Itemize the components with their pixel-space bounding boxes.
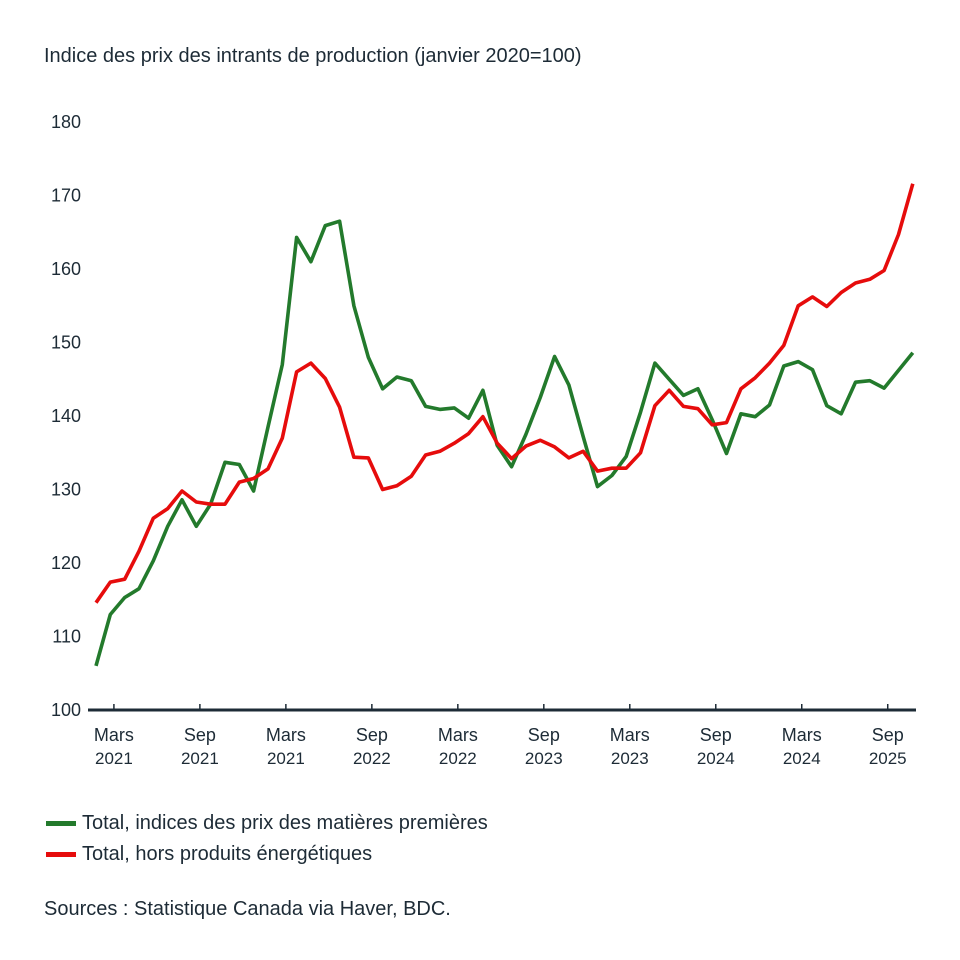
y-axis: 100 110 120 130 140 150 160 170 180 [51,112,81,720]
x-tick-label-month: Sep [528,725,560,745]
y-tick-label: 100 [51,700,81,720]
chart-title: Indice des prix des intrants de producti… [44,45,582,67]
legend: Total, indices des prix des matières pre… [46,808,488,870]
x-tick-label-year: 2021 [181,749,219,768]
x-tick-label-month: Mars [782,725,822,745]
x-tick-label-year: 2022 [439,749,477,768]
x-tick-label-month: Sep [872,725,904,745]
y-tick-label: 150 [51,333,81,353]
legend-item-green: Total, indices des prix des matières pre… [46,808,488,839]
line-chart: 100 110 120 130 140 150 160 170 180 Mars 2021 Sep 2… [51,112,916,768]
x-tick-label-month: Mars [94,725,134,745]
legend-swatch-red [46,852,76,857]
x-tick-label-month: Sep [356,725,388,745]
x-tick-label-month: Mars [266,725,306,745]
source-note: Sources : Statistique Canada via Haver, … [44,898,451,920]
x-tick-label-year: 2023 [611,749,649,768]
y-tick-label: 180 [51,112,81,132]
x-tick-label-month: Mars [610,725,650,745]
series-layer [94,183,915,667]
x-tick-label-month: Sep [184,725,216,745]
x-axis: Mars 2021 Sep 2021 Mars 2021 Sep 2022 Mars 2022 Se… [88,704,916,768]
x-tick-label-year: 2025 [869,749,907,768]
x-tick-label-year: 2021 [267,749,305,768]
legend-item-red: Total, hors produits énergétiques [46,839,488,870]
x-tick-label-year: 2024 [783,749,821,768]
x-tick-label-year: 2024 [697,749,735,768]
y-tick-label: 170 [51,186,81,206]
x-tick-label-month: Sep [700,725,732,745]
x-tick-label-year: 2023 [525,749,563,768]
y-tick-label: 130 [51,480,81,500]
y-tick-label: 160 [51,259,81,279]
y-tick-label: 120 [51,553,81,573]
x-tick-label-year: 2021 [95,749,133,768]
y-tick-label: 110 [52,627,81,647]
series-line-hors-energie [94,183,915,604]
series-line-matieres-premieres [94,219,915,667]
x-tick-label-year: 2022 [353,749,391,768]
x-tick-label-month: Mars [438,725,478,745]
legend-label: Total, hors produits énergétiques [82,843,373,865]
legend-swatch-green [46,821,76,826]
legend-label: Total, indices des prix des matières pre… [82,812,488,834]
y-tick-label: 140 [51,406,81,426]
